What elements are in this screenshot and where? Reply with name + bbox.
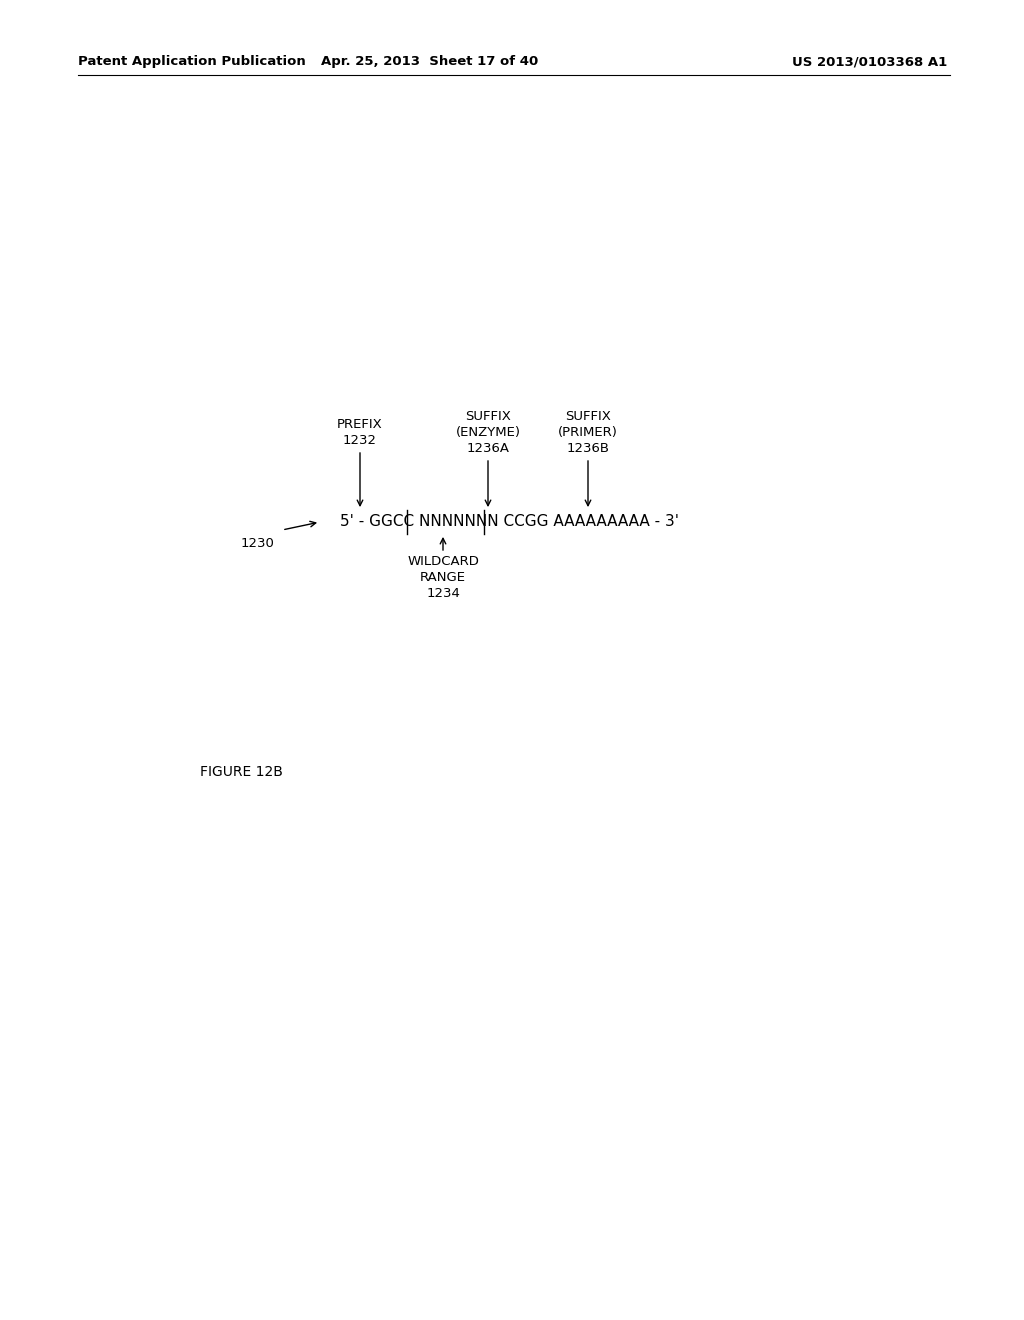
Text: US 2013/0103368 A1: US 2013/0103368 A1: [792, 55, 947, 69]
Text: FIGURE 12B: FIGURE 12B: [200, 766, 283, 779]
Text: (ENZYME): (ENZYME): [456, 426, 520, 440]
Text: PREFIX: PREFIX: [337, 418, 383, 432]
Text: Patent Application Publication: Patent Application Publication: [78, 55, 306, 69]
Text: RANGE: RANGE: [420, 572, 466, 583]
Text: 1230: 1230: [241, 537, 274, 550]
Text: (PRIMER): (PRIMER): [558, 426, 617, 440]
Text: 1234: 1234: [426, 587, 460, 601]
Text: 5' - GGCC NNNNNNN CCGG AAAAAAAAA - 3': 5' - GGCC NNNNNNN CCGG AAAAAAAAA - 3': [341, 515, 680, 529]
Text: WILDCARD: WILDCARD: [408, 554, 479, 568]
Text: SUFFIX: SUFFIX: [565, 411, 611, 422]
Text: 1236A: 1236A: [467, 442, 510, 455]
Text: 1232: 1232: [343, 434, 377, 447]
Text: Apr. 25, 2013  Sheet 17 of 40: Apr. 25, 2013 Sheet 17 of 40: [322, 55, 539, 69]
Text: 1236B: 1236B: [566, 442, 609, 455]
Text: SUFFIX: SUFFIX: [465, 411, 511, 422]
